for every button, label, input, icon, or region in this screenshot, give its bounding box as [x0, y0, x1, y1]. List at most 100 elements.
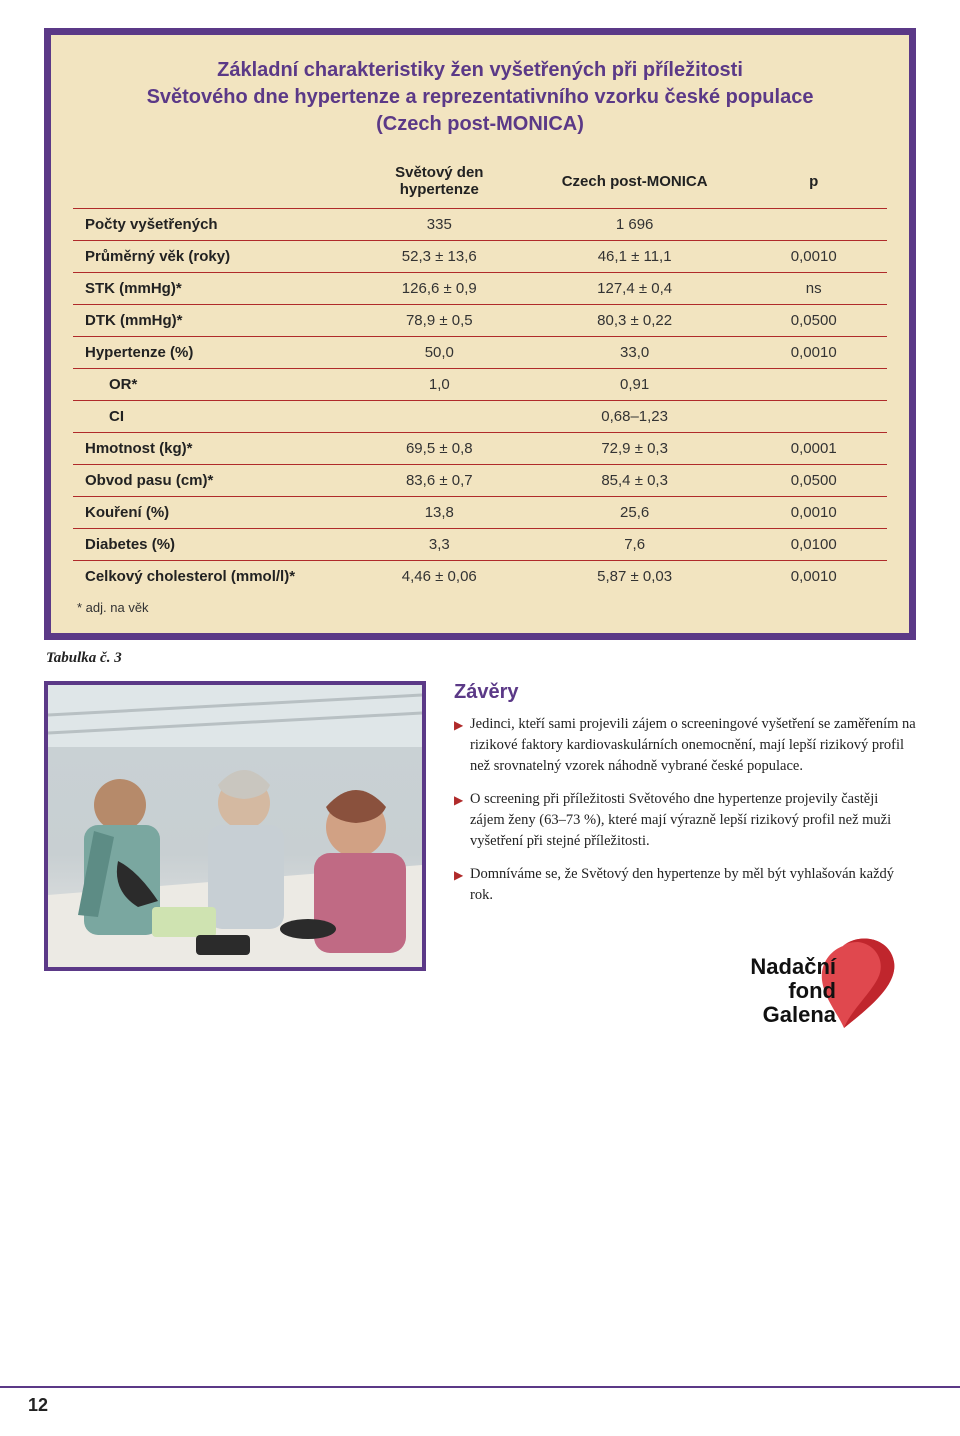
row-label: Hypertenze (%): [73, 337, 350, 369]
paragraph-text: Domníváme se, že Světový den hypertenze …: [470, 866, 894, 903]
logo-line2: fond: [788, 978, 836, 1003]
table-header-row: Světový den hypertenze Czech post-MONICA…: [73, 156, 887, 209]
lower-section: Závěry ▶ Jedinci, kteří sami projevili zá…: [44, 681, 916, 1043]
figure-middle: [208, 770, 284, 929]
cell-czech: 25,6: [529, 497, 741, 529]
table-row: Kouření (%)13,825,60,0010: [73, 497, 887, 529]
cell-czech: 46,1 ± 11,1: [529, 241, 741, 273]
table-frame: Základní charakteristiky žen vyšetřených…: [44, 28, 916, 640]
row-label: CI: [73, 401, 350, 433]
logo-wrap: Nadační fond Galena: [454, 928, 916, 1043]
zavery-paragraph: ▶ O screening při příležitosti Světového …: [454, 789, 916, 852]
cell-czech: 7,6: [529, 529, 741, 561]
table-title-line1: Základní charakteristiky žen vyšetřených…: [217, 59, 743, 81]
row-label: OR*: [73, 369, 350, 401]
table-title-line3: (Czech post-MONICA): [376, 113, 584, 135]
row-label: Celkový cholesterol (mmol/l)*: [73, 561, 350, 593]
zavery-heading: Závěry: [454, 681, 916, 704]
photo-placeholder-svg: [48, 685, 422, 967]
table-caption: Tabulka č. 3: [46, 650, 916, 667]
zavery-paragraph: ▶ Jedinci, kteří sami projevili zájem o s…: [454, 714, 916, 777]
col-header-1-line1: Světový den: [395, 164, 483, 181]
cell-czech: 72,9 ± 0,3: [529, 433, 741, 465]
cell-czech: 33,0: [529, 337, 741, 369]
cell-svetovy: [350, 401, 529, 433]
page: Základní charakteristiky žen vyšetřených…: [0, 0, 960, 1436]
paragraphs-wrap: ▶ Jedinci, kteří sami projevili zájem o s…: [454, 714, 916, 906]
bullet-icon: ▶: [454, 792, 463, 809]
cell-czech: 5,87 ± 0,03: [529, 561, 741, 593]
cell-p: 0,0010: [740, 497, 887, 529]
cell-svetovy: 126,6 ± 0,9: [350, 273, 529, 305]
cell-czech: 80,3 ± 0,22: [529, 305, 741, 337]
cell-svetovy: 3,3: [350, 529, 529, 561]
data-table: Světový den hypertenze Czech post-MONICA…: [73, 156, 887, 592]
cell-czech: 85,4 ± 0,3: [529, 465, 741, 497]
table-title: Základní charakteristiky žen vyšetřených…: [73, 57, 887, 138]
page-number: 12: [28, 1395, 48, 1416]
row-label: Diabetes (%): [73, 529, 350, 561]
table-row: Diabetes (%)3,37,60,0100: [73, 529, 887, 561]
col-header-blank: [73, 156, 350, 209]
cell-p: 0,0100: [740, 529, 887, 561]
bullet-icon: ▶: [454, 717, 463, 734]
table-footnote: * adj. na věk: [73, 592, 887, 615]
logo-line3: Galena: [763, 1002, 837, 1027]
cell-p: [740, 401, 887, 433]
cell-svetovy: 1,0: [350, 369, 529, 401]
row-label: Hmotnost (kg)*: [73, 433, 350, 465]
paragraph-text: O screening při příležitosti Světového d…: [470, 791, 891, 849]
row-label: STK (mmHg)*: [73, 273, 350, 305]
cell-svetovy: 78,9 ± 0,5: [350, 305, 529, 337]
table-row: STK (mmHg)*126,6 ± 0,9127,4 ± 0,4ns: [73, 273, 887, 305]
table-row: Hmotnost (kg)*69,5 ± 0,872,9 ± 0,30,0001: [73, 433, 887, 465]
zavery-paragraph: ▶ Domníváme se, že Světový den hypertenze…: [454, 864, 916, 906]
cell-p: 0,0010: [740, 561, 887, 593]
table-row: Počty vyšetřených3351 696: [73, 209, 887, 241]
cell-czech: 1 696: [529, 209, 741, 241]
bottom-rule: [0, 1386, 960, 1388]
cell-czech: 127,4 ± 0,4: [529, 273, 741, 305]
col-header-1-line2: hypertenze: [400, 181, 479, 198]
cell-p: 0,0010: [740, 337, 887, 369]
row-label: DTK (mmHg)*: [73, 305, 350, 337]
cell-czech: 0,68–1,23: [529, 401, 741, 433]
cell-svetovy: 83,6 ± 0,7: [350, 465, 529, 497]
table-row: Průměrný věk (roky)52,3 ± 13,646,1 ± 11,…: [73, 241, 887, 273]
cell-svetovy: 69,5 ± 0,8: [350, 433, 529, 465]
row-label: Počty vyšetřených: [73, 209, 350, 241]
table-body: Počty vyšetřených3351 696Průměrný věk (r…: [73, 209, 887, 593]
table-row: DTK (mmHg)*78,9 ± 0,580,3 ± 0,220,0500: [73, 305, 887, 337]
photo: [44, 681, 426, 971]
cell-svetovy: 52,3 ± 13,6: [350, 241, 529, 273]
cell-p: 0,0010: [740, 241, 887, 273]
cell-p: 0,0001: [740, 433, 887, 465]
cell-p: ns: [740, 273, 887, 305]
row-label: Kouření (%): [73, 497, 350, 529]
table-row: Celkový cholesterol (mmol/l)*4,46 ± 0,06…: [73, 561, 887, 593]
col-header-svetovy: Světový den hypertenze: [350, 156, 529, 209]
cell-svetovy: 50,0: [350, 337, 529, 369]
col-header-p: p: [740, 156, 887, 209]
table-title-line2: Světového dne hypertenze a reprezentativ…: [147, 86, 814, 108]
cell-p: [740, 369, 887, 401]
text-column: Závěry ▶ Jedinci, kteří sami projevili zá…: [454, 681, 916, 1043]
cell-svetovy: 13,8: [350, 497, 529, 529]
col-header-czech: Czech post-MONICA: [529, 156, 741, 209]
row-label: Průměrný věk (roky): [73, 241, 350, 273]
figure-left: [78, 779, 160, 935]
logo-line1: Nadační: [750, 954, 836, 979]
bullet-icon: ▶: [454, 867, 463, 884]
table-panel: Základní charakteristiky žen vyšetřených…: [51, 35, 909, 633]
galena-logo: Nadační fond Galena: [748, 928, 908, 1038]
table-row: CI 0,68–1,23: [73, 401, 887, 433]
table-row: OR*1,00,91: [73, 369, 887, 401]
row-label: Obvod pasu (cm)*: [73, 465, 350, 497]
table-row: Hypertenze (%)50,033,00,0010: [73, 337, 887, 369]
paragraph-text: Jedinci, kteří sami projevili zájem o sc…: [470, 716, 916, 774]
cell-p: 0,0500: [740, 305, 887, 337]
cell-p: 0,0500: [740, 465, 887, 497]
table-row: Obvod pasu (cm)*83,6 ± 0,785,4 ± 0,30,05…: [73, 465, 887, 497]
cell-czech: 0,91: [529, 369, 741, 401]
cell-p: [740, 209, 887, 241]
